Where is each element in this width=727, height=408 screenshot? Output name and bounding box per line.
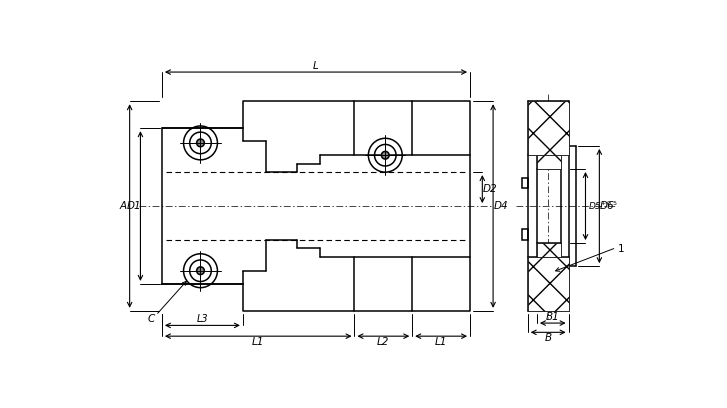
Bar [528, 101, 569, 155]
Text: D2: D2 [483, 184, 497, 194]
Text: L3: L3 [196, 314, 208, 324]
Text: D4: D4 [494, 201, 508, 211]
Text: L2: L2 [377, 337, 390, 347]
Text: D1: D1 [127, 201, 142, 211]
Bar [537, 155, 561, 169]
Text: 1: 1 [618, 244, 624, 254]
Text: B1: B1 [546, 312, 560, 322]
Text: L: L [313, 61, 319, 71]
Bar [521, 229, 528, 240]
Text: A: A [120, 201, 127, 211]
Text: L1: L1 [435, 337, 447, 347]
Text: C: C [148, 314, 155, 324]
Circle shape [196, 267, 204, 275]
Bar [528, 257, 569, 311]
Text: D6: D6 [600, 201, 614, 211]
Text: B: B [545, 333, 552, 344]
Text: L1: L1 [252, 337, 265, 347]
Circle shape [196, 139, 204, 147]
Bar [521, 177, 528, 188]
Circle shape [382, 151, 389, 159]
Text: D5$^{+0.5}$: D5$^{+0.5}$ [588, 200, 617, 212]
Bar [537, 243, 561, 257]
